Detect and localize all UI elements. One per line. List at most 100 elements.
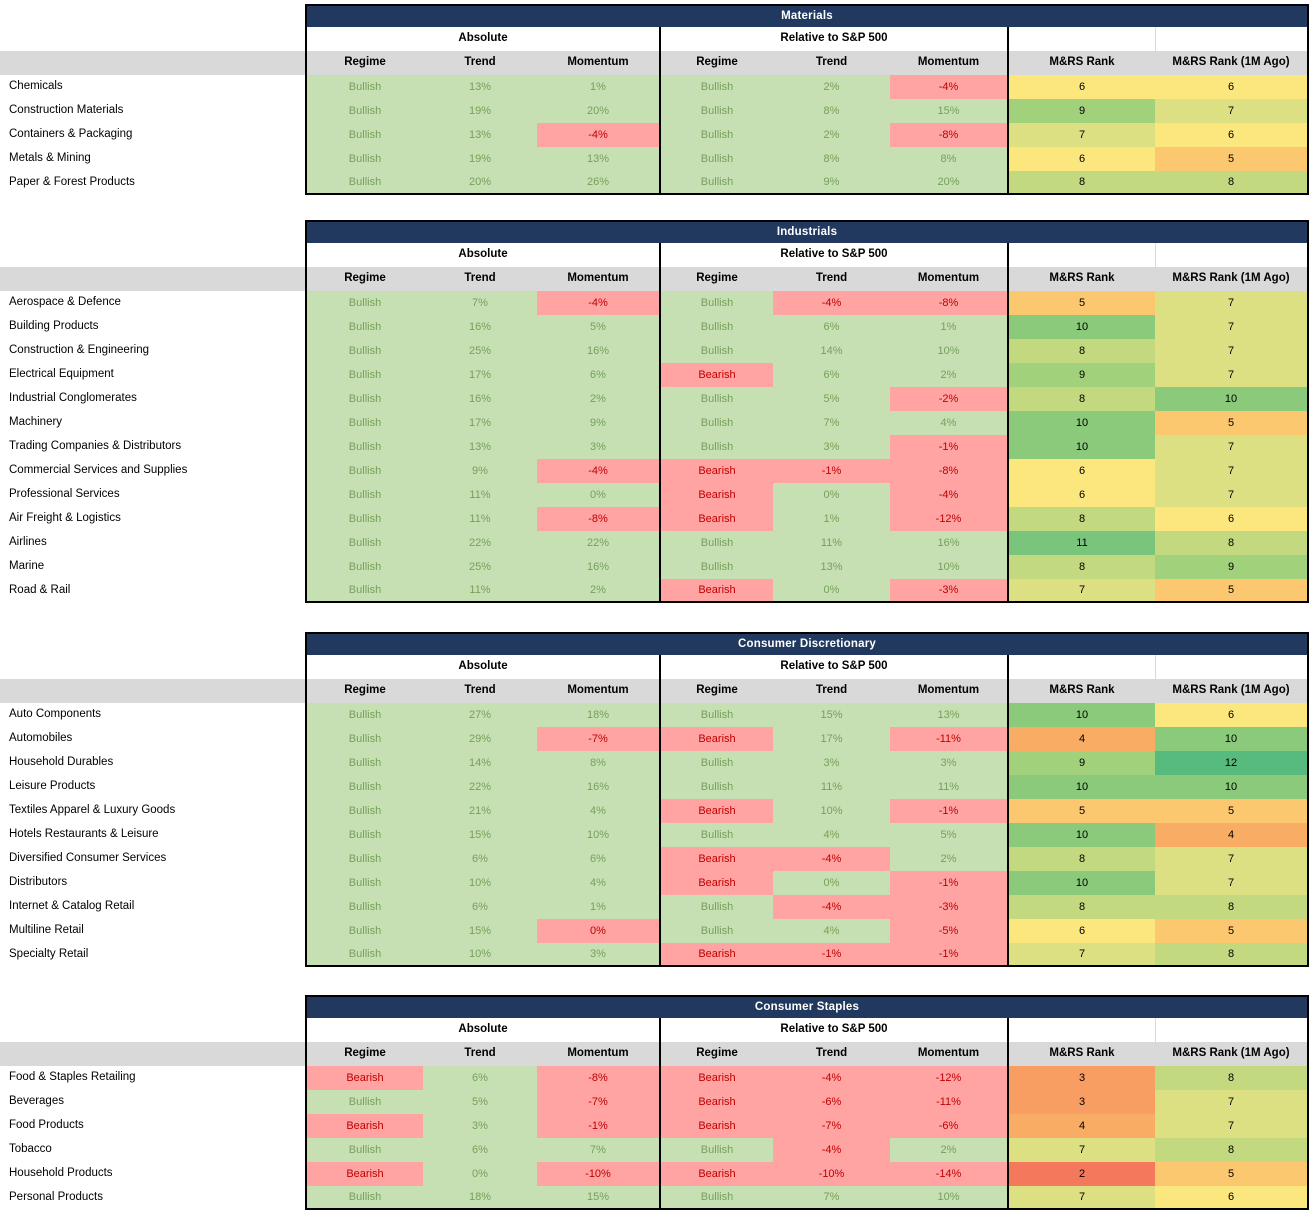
cell-absolute-trend: 6% — [423, 847, 537, 871]
cell-relative-trend: -10% — [773, 1162, 890, 1186]
cell-absolute-trend: 21% — [423, 799, 537, 823]
cell-rank-1m: 7 — [1155, 435, 1309, 459]
cell-relative-trend: 5% — [773, 387, 890, 411]
col-header-relative-trend: Trend — [773, 679, 890, 703]
cell-relative-regime: Bearish — [659, 507, 773, 531]
cell-relative-regime: Bullish — [659, 315, 773, 339]
cell-absolute-regime: Bullish — [305, 943, 423, 967]
col-header-rank: M&RS Rank — [1007, 679, 1155, 703]
cell-absolute-trend: 19% — [423, 147, 537, 171]
row-label: Airlines — [0, 531, 305, 555]
section-title: Consumer Discretionary — [305, 632, 1309, 655]
cell-relative-trend: 2% — [773, 123, 890, 147]
cell-relative-regime: Bullish — [659, 291, 773, 315]
group-header-spacer — [0, 1018, 305, 1042]
cell-rank: 4 — [1007, 727, 1155, 751]
column-header-band — [0, 51, 305, 75]
cell-relative-trend: 8% — [773, 147, 890, 171]
cell-absolute-trend: 25% — [423, 339, 537, 363]
row-label: Construction & Engineering — [0, 339, 305, 363]
cell-relative-regime: Bullish — [659, 387, 773, 411]
cell-relative-regime: Bullish — [659, 75, 773, 99]
rank-1m-header-blank — [1155, 27, 1309, 51]
cell-absolute-momentum: 0% — [537, 483, 659, 507]
cell-absolute-trend: 11% — [423, 579, 537, 603]
cell-absolute-regime: Bullish — [305, 363, 423, 387]
row-label: Household Durables — [0, 751, 305, 775]
cell-relative-trend: 9% — [773, 171, 890, 195]
cell-relative-trend: 11% — [773, 775, 890, 799]
col-header-absolute-momentum: Momentum — [537, 679, 659, 703]
row-label: Multiline Retail — [0, 919, 305, 943]
cell-absolute-momentum: 0% — [537, 919, 659, 943]
cell-relative-trend: 13% — [773, 555, 890, 579]
cell-rank-1m: 7 — [1155, 459, 1309, 483]
cell-absolute-regime: Bullish — [305, 799, 423, 823]
section-consumer-staples: Consumer Staples Absolute Relative to S&P … — [0, 995, 1309, 1210]
cell-absolute-trend: 11% — [423, 507, 537, 531]
cell-rank: 7 — [1007, 943, 1155, 967]
cell-absolute-momentum: 7% — [537, 1138, 659, 1162]
cell-absolute-trend: 11% — [423, 483, 537, 507]
cell-absolute-momentum: 4% — [537, 871, 659, 895]
cell-rank: 9 — [1007, 751, 1155, 775]
cell-relative-trend: -4% — [773, 1138, 890, 1162]
cell-rank: 10 — [1007, 411, 1155, 435]
cell-absolute-trend: 18% — [423, 1186, 537, 1210]
cell-relative-regime: Bullish — [659, 1186, 773, 1210]
cell-rank-1m: 5 — [1155, 799, 1309, 823]
column-header-band — [0, 267, 305, 291]
cell-rank-1m: 8 — [1155, 1138, 1309, 1162]
cell-relative-regime: Bearish — [659, 459, 773, 483]
section-title: Consumer Staples — [305, 995, 1309, 1018]
cell-relative-regime: Bullish — [659, 339, 773, 363]
cell-rank-1m: 12 — [1155, 751, 1309, 775]
cell-absolute-regime: Bullish — [305, 1138, 423, 1162]
cell-absolute-regime: Bullish — [305, 727, 423, 751]
cell-relative-trend: -4% — [773, 1066, 890, 1090]
col-header-absolute-trend: Trend — [423, 1042, 537, 1066]
title-spacer — [0, 995, 305, 1018]
cell-relative-momentum: -4% — [890, 75, 1007, 99]
cell-relative-trend: -7% — [773, 1114, 890, 1138]
relative-group-header: Relative to S&P 500 — [659, 1018, 1007, 1042]
cell-absolute-momentum: 1% — [537, 895, 659, 919]
cell-rank: 6 — [1007, 75, 1155, 99]
cell-relative-regime: Bearish — [659, 1162, 773, 1186]
cell-relative-momentum: 2% — [890, 363, 1007, 387]
cell-relative-trend: 7% — [773, 1186, 890, 1210]
row-label: Personal Products — [0, 1186, 305, 1210]
cell-absolute-trend: 16% — [423, 387, 537, 411]
cell-absolute-regime: Bullish — [305, 555, 423, 579]
title-spacer — [0, 220, 305, 243]
cell-relative-momentum: -12% — [890, 1066, 1007, 1090]
row-label: Road & Rail — [0, 579, 305, 603]
cell-rank-1m: 7 — [1155, 339, 1309, 363]
cell-absolute-momentum: -4% — [537, 123, 659, 147]
cell-absolute-momentum: 22% — [537, 531, 659, 555]
cell-absolute-trend: 13% — [423, 435, 537, 459]
cell-relative-trend: -6% — [773, 1090, 890, 1114]
cell-absolute-trend: 7% — [423, 291, 537, 315]
cell-absolute-momentum: -4% — [537, 459, 659, 483]
col-header-relative-regime: Regime — [659, 1042, 773, 1066]
cell-relative-trend: -1% — [773, 459, 890, 483]
cell-relative-momentum: -8% — [890, 459, 1007, 483]
cell-rank-1m: 10 — [1155, 387, 1309, 411]
cell-relative-momentum: -4% — [890, 483, 1007, 507]
col-header-absolute-trend: Trend — [423, 679, 537, 703]
cell-relative-momentum: 3% — [890, 751, 1007, 775]
column-header-band — [0, 679, 305, 703]
cell-relative-momentum: -14% — [890, 1162, 1007, 1186]
cell-relative-momentum: 15% — [890, 99, 1007, 123]
cell-relative-trend: 8% — [773, 99, 890, 123]
cell-absolute-trend: 19% — [423, 99, 537, 123]
cell-rank: 6 — [1007, 919, 1155, 943]
cell-relative-momentum: -1% — [890, 799, 1007, 823]
cell-absolute-momentum: 2% — [537, 579, 659, 603]
row-label: Professional Services — [0, 483, 305, 507]
cell-rank: 3 — [1007, 1066, 1155, 1090]
cell-absolute-regime: Bearish — [305, 1162, 423, 1186]
cell-rank-1m: 7 — [1155, 363, 1309, 387]
col-header-absolute-momentum: Momentum — [537, 51, 659, 75]
